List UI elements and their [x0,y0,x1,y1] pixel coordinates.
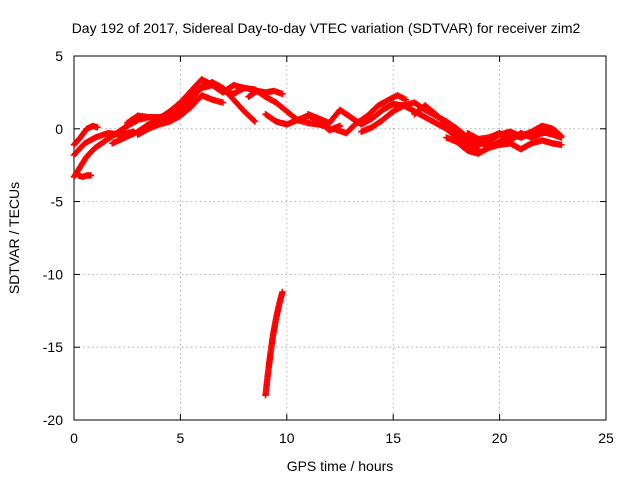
plot-frame [73,55,607,421]
x-tick-label: 25 [598,430,614,446]
data-point [558,141,565,148]
data-point [251,118,259,125]
data-point [219,99,227,106]
y-tick-label: 5 [55,48,63,64]
data-points [70,76,565,399]
data-point [279,90,286,98]
data-point [87,172,95,179]
y-tick-label: -10 [43,266,63,282]
data-point [250,117,257,124]
data-point [402,96,410,103]
y-tick-label: -20 [43,412,63,428]
data-point [549,128,556,135]
y-tick-label: -5 [51,194,64,210]
y-axis-label: SDTVAR / TECUs [6,182,22,294]
axis-ticks: 0 5 10 15 20 25 5 0 -5 -10 -15 -20 [43,48,614,446]
x-axis-label: GPS time / hours [287,458,394,474]
data-point [558,132,565,140]
x-tick-label: 5 [177,430,185,446]
x-tick-label: 0 [70,430,78,446]
x-tick-label: 20 [492,430,508,446]
data-point [94,124,101,131]
x-tick-label: 10 [279,430,295,446]
data-point [557,132,564,139]
x-tick-label: 15 [385,430,401,446]
data-point [279,288,286,296]
chart-title: Day 192 of 2017, Sidereal Day-to-day VTE… [72,20,581,36]
y-tick-label: 0 [55,121,63,137]
data-point [241,84,248,92]
y-tick-label: -15 [43,339,63,355]
